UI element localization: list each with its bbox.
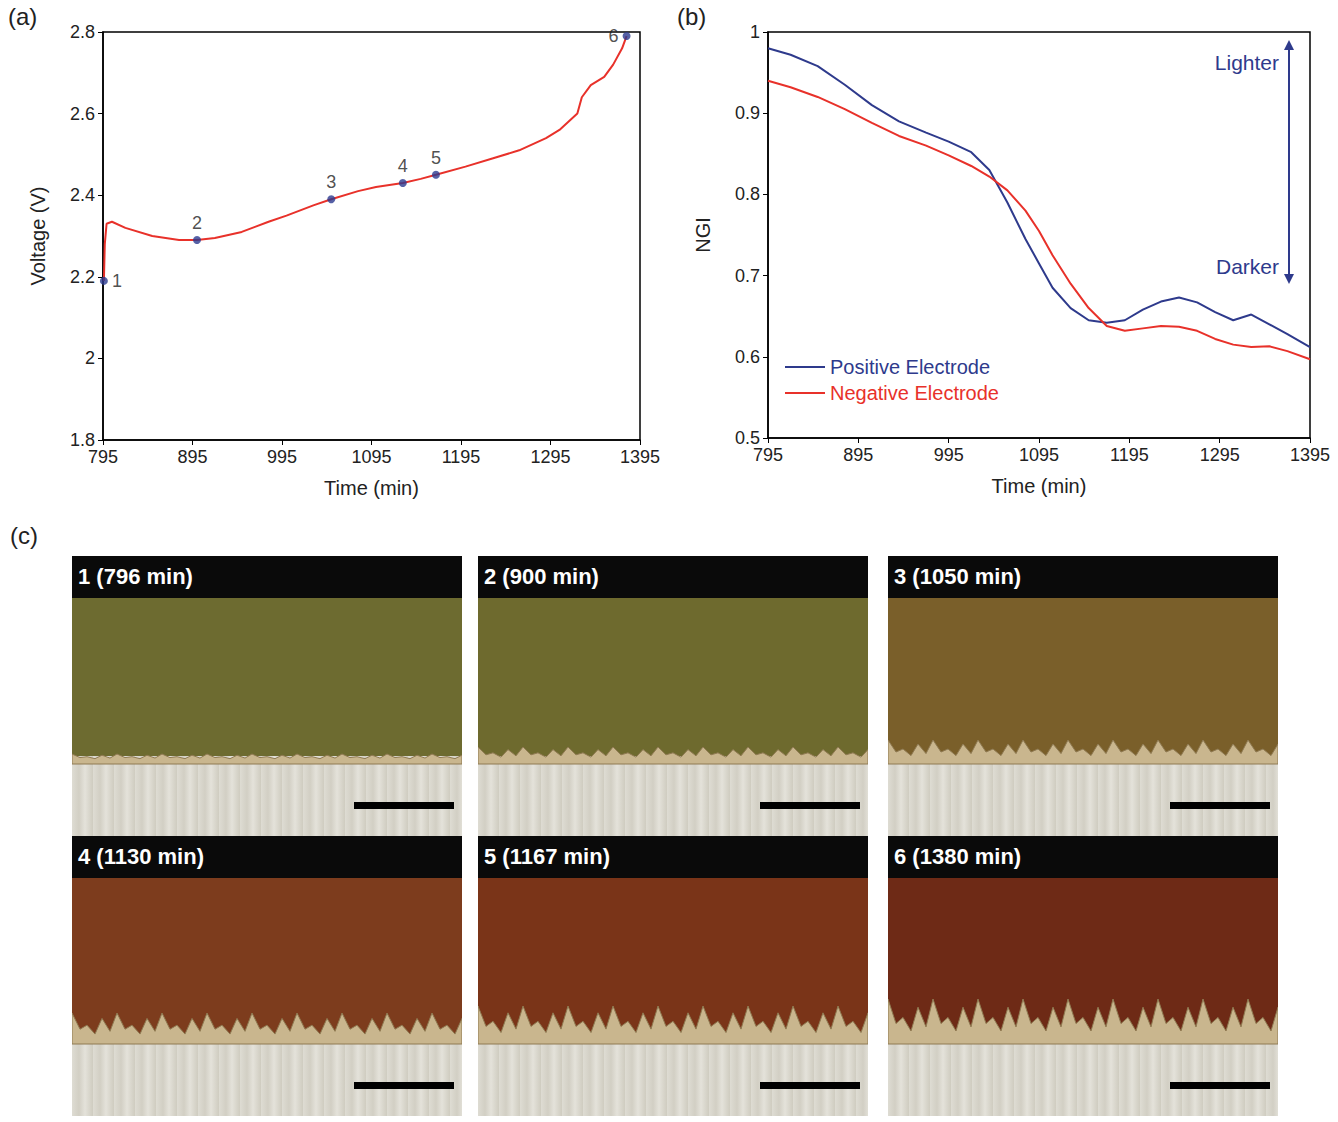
- html-text:2 (900 min): 2 (900 min): [484, 564, 599, 589]
- svg-text:895: 895: [177, 447, 207, 467]
- svg-text:1295: 1295: [530, 447, 570, 467]
- html-text:6 (1380 min): 6 (1380 min): [894, 844, 1022, 869]
- html-text:1 (796 min): 1 (796 min): [78, 564, 193, 589]
- svg-text:0.7: 0.7: [735, 266, 760, 286]
- svg-text:4: 4: [398, 156, 408, 176]
- svg-text:0.5: 0.5: [735, 428, 760, 448]
- svg-text:Time (min): Time (min): [324, 477, 419, 499]
- svg-text:1195: 1195: [1110, 445, 1149, 465]
- svg-text:0.6: 0.6: [735, 347, 760, 367]
- svg-text:5: 5: [431, 148, 441, 168]
- svg-text:995: 995: [934, 445, 964, 465]
- svg-text:995: 995: [267, 447, 297, 467]
- svg-text:1095: 1095: [1019, 445, 1059, 465]
- svg-text:2.6: 2.6: [70, 104, 95, 124]
- svg-text:Darker: Darker: [1216, 255, 1279, 278]
- svg-text:0.8: 0.8: [735, 184, 760, 204]
- svg-text:895: 895: [843, 445, 873, 465]
- svg-text:1.8: 1.8: [70, 430, 95, 450]
- svg-text:Negative Electrode: Negative Electrode: [830, 382, 999, 404]
- svg-text:1395: 1395: [1290, 445, 1330, 465]
- svg-text:2: 2: [192, 213, 202, 233]
- svg-text:Lighter: Lighter: [1215, 51, 1279, 74]
- svg-text:1: 1: [112, 271, 122, 291]
- svg-text:1395: 1395: [620, 447, 660, 467]
- svg-text:795: 795: [753, 445, 783, 465]
- svg-text:6: 6: [609, 26, 619, 46]
- html-text:3 (1050 min): 3 (1050 min): [894, 564, 1022, 589]
- svg-text:1195: 1195: [442, 447, 481, 467]
- svg-text:Time (min): Time (min): [992, 475, 1087, 497]
- svg-text:NGI: NGI: [692, 217, 714, 253]
- svg-text:1295: 1295: [1200, 445, 1240, 465]
- svg-text:Voltage (V): Voltage (V): [27, 187, 49, 286]
- html-text:4 (1130 min): 4 (1130 min): [78, 844, 204, 869]
- svg-text:2.4: 2.4: [70, 185, 95, 205]
- svg-text:(b): (b): [677, 3, 706, 30]
- svg-text:1095: 1095: [351, 447, 391, 467]
- svg-text:(a): (a): [8, 3, 37, 30]
- svg-text:1: 1: [750, 22, 760, 42]
- svg-text:0.9: 0.9: [735, 103, 760, 123]
- svg-text:795: 795: [88, 447, 118, 467]
- svg-text:3: 3: [326, 172, 336, 192]
- svg-text:2.2: 2.2: [70, 267, 95, 287]
- svg-text:Positive Electrode: Positive Electrode: [830, 356, 990, 378]
- svg-text:2: 2: [85, 348, 95, 368]
- html-text:(c): (c): [10, 522, 38, 549]
- svg-text:2.8: 2.8: [70, 22, 95, 42]
- html-text:5 (1167 min): 5 (1167 min): [484, 844, 610, 869]
